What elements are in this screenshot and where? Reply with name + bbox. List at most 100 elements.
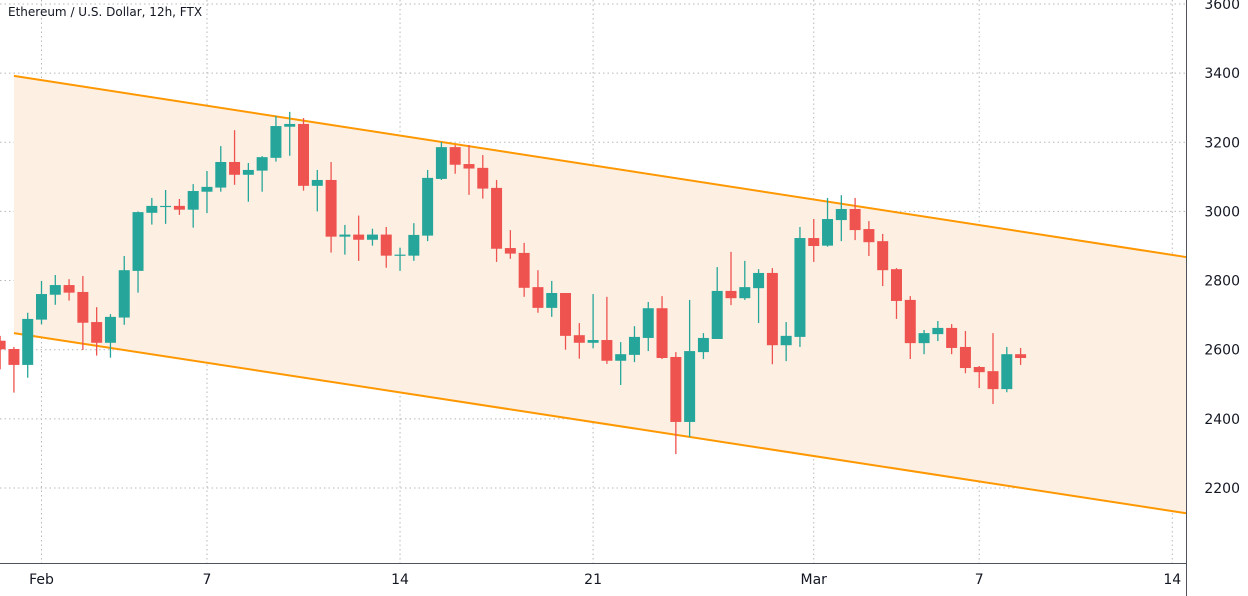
- candle[interactable]: [353, 215, 365, 261]
- candle[interactable]: [49, 275, 61, 305]
- candle[interactable]: [408, 223, 420, 261]
- price-axis[interactable]: 3600 3400 3200 3000 2800 2600 2400 2200: [1204, 0, 1240, 497]
- candle[interactable]: [366, 228, 378, 246]
- candle[interactable]: [132, 211, 144, 293]
- candle[interactable]: [270, 116, 282, 162]
- candle[interactable]: [504, 230, 516, 259]
- candle[interactable]: [670, 352, 682, 455]
- candle-body: [380, 234, 392, 256]
- candle[interactable]: [822, 197, 834, 247]
- channel-lower-line[interactable]: [13, 332, 1187, 515]
- candle-body: [684, 351, 696, 422]
- candle[interactable]: [987, 333, 999, 404]
- candle[interactable]: [946, 324, 958, 355]
- candle-body: [201, 186, 213, 192]
- candle[interactable]: [753, 269, 765, 324]
- candle[interactable]: [546, 280, 558, 317]
- candle[interactable]: [587, 294, 599, 349]
- candle-body: [91, 322, 103, 343]
- candle-body: [339, 234, 351, 237]
- candle[interactable]: [63, 279, 75, 301]
- candle[interactable]: [904, 296, 916, 360]
- candle[interactable]: [808, 219, 820, 262]
- candle[interactable]: [711, 267, 723, 339]
- candle[interactable]: [794, 226, 806, 347]
- candle-body: [628, 336, 640, 355]
- candle[interactable]: [725, 251, 737, 306]
- candle[interactable]: [863, 221, 875, 257]
- candle[interactable]: [339, 224, 351, 255]
- candle[interactable]: [311, 169, 323, 212]
- candle[interactable]: [394, 247, 406, 271]
- candle[interactable]: [146, 197, 158, 225]
- candle[interactable]: [22, 312, 34, 378]
- candle[interactable]: [959, 331, 971, 374]
- candle[interactable]: [973, 365, 985, 389]
- candle[interactable]: [491, 179, 503, 262]
- y-tick-label: 2400: [1204, 412, 1240, 428]
- candle[interactable]: [656, 296, 668, 360]
- candles: [0, 111, 1027, 455]
- candle[interactable]: [160, 189, 172, 224]
- candle-body: [1015, 354, 1027, 358]
- candle[interactable]: [628, 326, 640, 363]
- candle[interactable]: [449, 145, 461, 174]
- candle[interactable]: [877, 233, 889, 287]
- candle[interactable]: [532, 270, 544, 313]
- candle-body: [946, 327, 958, 348]
- candle[interactable]: [780, 322, 792, 362]
- candle[interactable]: [77, 276, 89, 351]
- candle[interactable]: [284, 111, 296, 156]
- candle[interactable]: [422, 169, 434, 242]
- candle[interactable]: [104, 314, 116, 358]
- candle-body: [835, 209, 847, 221]
- candle[interactable]: [173, 198, 185, 215]
- candle[interactable]: [642, 301, 654, 352]
- x-tick-label: 21: [584, 572, 602, 588]
- channel-upper-line[interactable]: [13, 74, 1187, 259]
- candle[interactable]: [615, 342, 627, 385]
- candle[interactable]: [1001, 346, 1013, 393]
- candle[interactable]: [242, 163, 254, 202]
- time-axis[interactable]: Feb 7 14 21 Mar 7 14: [29, 572, 1181, 588]
- candle[interactable]: [380, 226, 392, 268]
- candle[interactable]: [918, 329, 930, 355]
- candle[interactable]: [1015, 347, 1027, 365]
- candle[interactable]: [256, 156, 268, 192]
- candle[interactable]: [849, 197, 861, 241]
- candle[interactable]: [518, 242, 530, 297]
- candle-body: [1001, 354, 1013, 390]
- candle[interactable]: [36, 280, 47, 325]
- candle[interactable]: [890, 268, 902, 319]
- candle[interactable]: [932, 321, 944, 342]
- candle[interactable]: [201, 170, 213, 214]
- candle[interactable]: [298, 118, 310, 191]
- candle[interactable]: [0, 335, 6, 370]
- candle[interactable]: [766, 268, 778, 365]
- candle[interactable]: [187, 184, 199, 228]
- candle-body: [366, 234, 378, 240]
- candle[interactable]: [325, 161, 337, 253]
- candle-body: [353, 234, 365, 240]
- candle[interactable]: [477, 155, 489, 199]
- candle[interactable]: [118, 256, 130, 325]
- candle[interactable]: [215, 146, 227, 192]
- candle[interactable]: [229, 130, 241, 185]
- candle-body: [311, 179, 323, 186]
- candle[interactable]: [560, 293, 572, 350]
- candle[interactable]: [91, 307, 103, 356]
- candle[interactable]: [435, 141, 447, 180]
- candle[interactable]: [573, 323, 585, 359]
- candle[interactable]: [697, 333, 709, 360]
- candle[interactable]: [8, 346, 20, 393]
- candle-body: [766, 272, 778, 346]
- candle[interactable]: [684, 299, 696, 438]
- candle[interactable]: [835, 195, 847, 242]
- candle[interactable]: [601, 296, 613, 364]
- candle-body: [753, 272, 765, 289]
- candle-body: [49, 285, 61, 295]
- candle[interactable]: [739, 260, 751, 300]
- candle[interactable]: [463, 145, 475, 195]
- candle-body: [711, 290, 723, 339]
